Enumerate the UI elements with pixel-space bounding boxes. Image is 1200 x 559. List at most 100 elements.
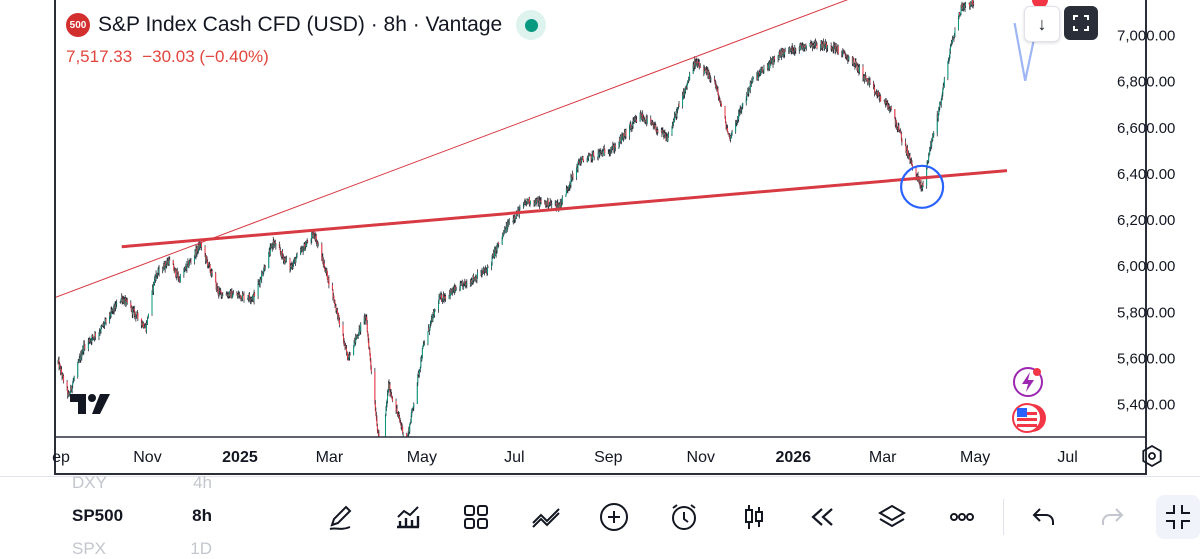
- candle-body: [906, 148, 908, 155]
- candle-body: [661, 129, 663, 135]
- fullscreen-icon[interactable]: [1064, 6, 1098, 40]
- candle-body: [782, 50, 784, 55]
- candle-body: [209, 265, 211, 272]
- candle-body: [695, 62, 697, 67]
- y-tick-label: 5,600.00: [1117, 350, 1175, 367]
- candle-body: [114, 304, 116, 311]
- candle-body: [396, 408, 398, 413]
- candle-body: [865, 76, 867, 79]
- candle-body: [565, 188, 567, 195]
- candle-body: [846, 55, 848, 61]
- candle-body: [672, 124, 674, 126]
- collapse-icon[interactable]: [1156, 495, 1200, 539]
- candle-body: [614, 145, 616, 150]
- symbol-row-sp500[interactable]: SP500 8h: [72, 506, 212, 525]
- candle-body: [411, 409, 413, 410]
- candle-body: [444, 296, 446, 300]
- add-icon[interactable]: [594, 497, 634, 537]
- symbol-row-dxy[interactable]: DXY 4h: [72, 473, 212, 492]
- candle-body: [239, 294, 241, 296]
- candle-body: [174, 268, 176, 272]
- support-trendline[interactable]: [121, 169, 1008, 249]
- candle-body: [853, 63, 855, 66]
- candle-body: [93, 336, 95, 339]
- candle-body: [737, 118, 739, 120]
- candle-body: [858, 67, 860, 72]
- candle-body: [546, 201, 548, 206]
- candle-body: [524, 201, 526, 205]
- grid-icon[interactable]: [456, 497, 496, 537]
- candle-body: [623, 135, 625, 139]
- candle-body: [832, 48, 834, 50]
- candle-body: [279, 247, 281, 250]
- pencil-icon[interactable]: [320, 497, 360, 537]
- y-tick-label: 6,200.00: [1117, 212, 1175, 229]
- candle-body: [931, 138, 933, 141]
- candle-body: [536, 199, 538, 201]
- candle-body: [228, 293, 230, 297]
- candle-body: [602, 149, 604, 156]
- candle-body: [230, 291, 232, 298]
- trend-tool-icon[interactable]: [526, 497, 566, 537]
- alarm-icon[interactable]: [664, 497, 704, 537]
- circle-annotation[interactable]: [899, 164, 945, 209]
- candle-body: [727, 132, 729, 134]
- candle-body: [390, 392, 392, 395]
- chart-title[interactable]: S&P Index Cash CFD (USD) · 8h · Vantage: [98, 13, 503, 36]
- candle-body: [215, 281, 217, 290]
- candle-body: [284, 258, 286, 264]
- candle-body: [442, 294, 444, 300]
- candle-body: [583, 159, 585, 162]
- upper-trendline[interactable]: [55, 0, 939, 298]
- candle-body: [856, 65, 858, 70]
- candle-body: [133, 308, 135, 310]
- candle-body: [905, 145, 907, 152]
- candle-body: [130, 302, 132, 308]
- candle-body: [471, 280, 473, 283]
- undo-icon[interactable]: [1024, 497, 1064, 537]
- candle-body: [579, 163, 580, 164]
- candle-body: [778, 56, 780, 60]
- candles-icon[interactable]: [734, 497, 774, 537]
- candle-body: [707, 71, 709, 77]
- candle-body: [251, 298, 253, 300]
- candle-body: [300, 249, 302, 252]
- candle-body: [920, 182, 922, 189]
- candle-body: [768, 63, 770, 68]
- candle-body: [135, 316, 137, 318]
- market-open-icon[interactable]: [516, 10, 547, 40]
- redo-icon[interactable]: [1092, 497, 1132, 537]
- candle-body: [833, 43, 835, 46]
- axis-settings-icon[interactable]: [1142, 444, 1162, 468]
- us-flag-icon[interactable]: [1012, 402, 1046, 434]
- indicators-icon[interactable]: [388, 497, 428, 537]
- candle-body: [442, 299, 444, 302]
- candle-body: [147, 313, 149, 318]
- candle-body: [275, 243, 277, 247]
- flash-alert-icon[interactable]: [1012, 366, 1044, 398]
- price-chart[interactable]: 7,000.00 6,800.00 6,600.00 6,400.00 6,200.00…: [0, 0, 1200, 476]
- candle-body: [525, 201, 527, 205]
- candle-body: [418, 370, 420, 375]
- candle-body: [555, 202, 557, 209]
- candle-body: [821, 44, 823, 48]
- candle-body: [428, 327, 430, 332]
- candle-body: [130, 307, 132, 312]
- replay-icon[interactable]: [802, 497, 842, 537]
- candle-body: [969, 2, 971, 8]
- candle-body: [832, 49, 834, 51]
- candle-body: [145, 323, 147, 332]
- candle-body: [919, 179, 921, 186]
- arrow-down-icon[interactable]: ↓: [1024, 6, 1060, 42]
- candle-body: [492, 255, 494, 258]
- layers-icon[interactable]: [872, 497, 912, 537]
- candle-body: [810, 43, 812, 47]
- candle-body: [949, 50, 951, 58]
- candle-body: [461, 282, 463, 285]
- more-icon[interactable]: [942, 497, 982, 537]
- candle-body: [98, 331, 100, 333]
- symbol-row-spx[interactable]: SPX 1D: [72, 539, 212, 558]
- candle-body: [959, 13, 961, 15]
- candle-body: [419, 366, 421, 370]
- candle-body: [831, 47, 833, 49]
